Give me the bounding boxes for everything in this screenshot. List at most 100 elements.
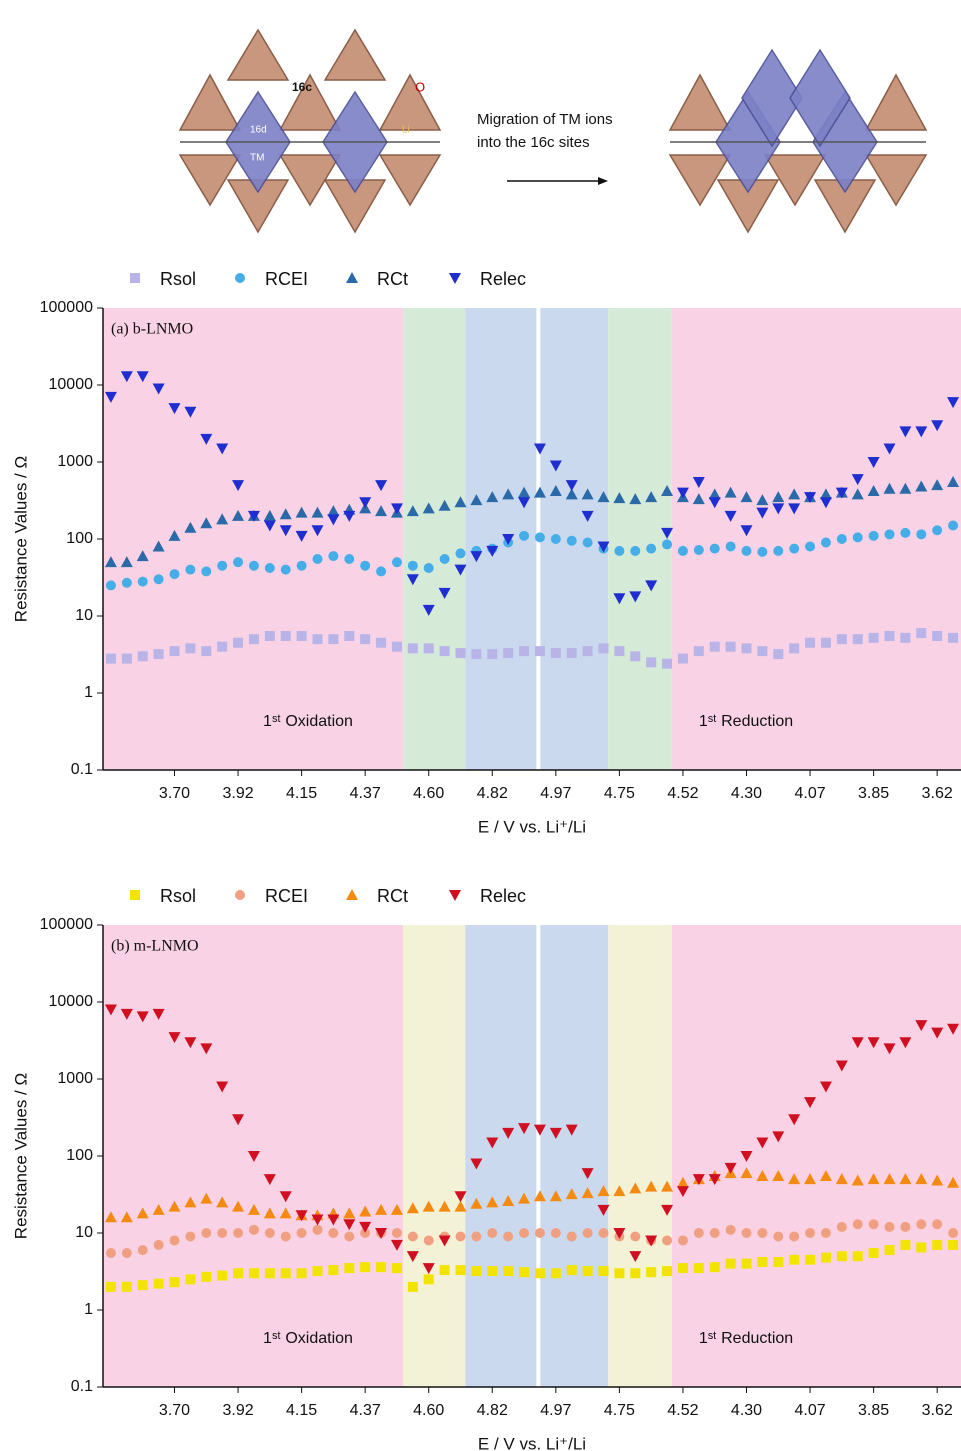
marker-square xyxy=(265,1268,275,1278)
marker-circle xyxy=(773,546,783,556)
marker-circle xyxy=(233,1228,243,1238)
marker-circle xyxy=(900,1222,910,1232)
marker-circle xyxy=(487,1228,497,1238)
x-tick-label: 4.60 xyxy=(413,1402,444,1419)
marker-square xyxy=(948,633,958,643)
marker-circle xyxy=(789,544,799,554)
marker-square xyxy=(630,651,640,661)
marker-circle xyxy=(726,541,736,551)
marker-circle xyxy=(138,577,148,587)
marker-square xyxy=(487,1266,497,1276)
marker-square xyxy=(742,643,752,653)
background-region xyxy=(608,308,672,770)
marker-square xyxy=(185,643,195,653)
marker-circle xyxy=(154,1240,164,1250)
annotation: 1ˢᵗ Reduction xyxy=(699,713,793,730)
right-structure xyxy=(670,50,926,232)
y-tick-label: 100000 xyxy=(40,916,93,933)
x-tick-label: 4.60 xyxy=(413,785,444,802)
marker-square xyxy=(456,648,466,658)
marker-circle xyxy=(265,563,275,573)
marker-circle xyxy=(916,529,926,539)
marker-square xyxy=(487,649,497,659)
marker-square xyxy=(567,1265,577,1275)
x-tick-label: 3.70 xyxy=(159,1402,190,1419)
marker-square xyxy=(630,1268,640,1278)
marker-square xyxy=(614,1268,624,1278)
marker-circle xyxy=(201,1228,211,1238)
marker-circle xyxy=(313,1225,323,1235)
site-label: 16c xyxy=(292,80,312,94)
marker-square xyxy=(249,634,259,644)
marker-square xyxy=(551,648,561,658)
marker-circle xyxy=(235,273,245,283)
x-tick-label: 4.52 xyxy=(667,1402,698,1419)
marker-square xyxy=(440,646,450,656)
marker-square xyxy=(583,1266,593,1276)
marker-circle xyxy=(344,1232,354,1242)
marker-square xyxy=(130,890,140,900)
marker-square xyxy=(948,1240,958,1250)
background-region xyxy=(608,925,672,1387)
marker-square xyxy=(837,634,847,644)
marker-circle xyxy=(885,1222,895,1232)
panel-label: (b) m-LNMO xyxy=(111,938,199,955)
tetrahedron xyxy=(325,30,385,80)
marker-triangle xyxy=(449,890,461,901)
x-tick-label: 3.70 xyxy=(159,785,190,802)
marker-square xyxy=(122,1282,132,1292)
marker-circle xyxy=(551,1228,561,1238)
marker-circle xyxy=(360,561,370,571)
y-axis-title: Resistance Values / Ω xyxy=(11,1073,30,1239)
site-label: 16d xyxy=(250,125,267,136)
caption: into the 16c sites xyxy=(477,134,590,151)
tetrahedron xyxy=(380,75,440,130)
marker-square xyxy=(201,1272,211,1282)
marker-square xyxy=(217,642,227,652)
marker-square xyxy=(360,634,370,644)
x-tick-label: 4.82 xyxy=(477,1402,508,1419)
marker-circle xyxy=(297,561,307,571)
marker-square xyxy=(328,634,338,644)
x-tick-label: 4.75 xyxy=(604,1402,635,1419)
marker-circle xyxy=(281,1232,291,1242)
marker-square xyxy=(710,1262,720,1272)
marker-square xyxy=(360,1262,370,1272)
marker-square xyxy=(503,648,513,658)
marker-circle xyxy=(614,546,624,556)
marker-circle xyxy=(948,1228,958,1238)
marker-circle xyxy=(201,566,211,576)
marker-square xyxy=(773,1257,783,1267)
marker-circle xyxy=(805,1228,815,1238)
marker-square xyxy=(170,646,180,656)
marker-circle xyxy=(424,563,434,573)
marker-square xyxy=(885,1245,895,1255)
x-tick-label: 4.30 xyxy=(731,785,762,802)
arrow-head xyxy=(598,177,608,185)
marker-square xyxy=(201,646,211,656)
marker-circle xyxy=(678,1235,688,1245)
marker-circle xyxy=(535,1228,545,1238)
marker-square xyxy=(154,649,164,659)
marker-circle xyxy=(424,1235,434,1245)
marker-circle xyxy=(630,546,640,556)
marker-square xyxy=(662,659,672,669)
marker-square xyxy=(710,642,720,652)
marker-circle xyxy=(662,1235,672,1245)
marker-circle xyxy=(710,544,720,554)
marker-square xyxy=(424,1274,434,1284)
marker-square xyxy=(837,1251,847,1261)
marker-square xyxy=(726,1259,736,1269)
marker-square xyxy=(853,1251,863,1261)
x-tick-label: 3.62 xyxy=(922,1402,953,1419)
marker-square xyxy=(551,1268,561,1278)
annotation: 1ˢᵗ Reduction xyxy=(699,1330,793,1347)
marker-circle xyxy=(122,578,132,588)
marker-circle xyxy=(328,1228,338,1238)
marker-square xyxy=(233,638,243,648)
marker-circle xyxy=(249,1225,259,1235)
marker-square xyxy=(265,631,275,641)
marker-circle xyxy=(297,1228,307,1238)
marker-square xyxy=(869,633,879,643)
marker-square xyxy=(805,638,815,648)
